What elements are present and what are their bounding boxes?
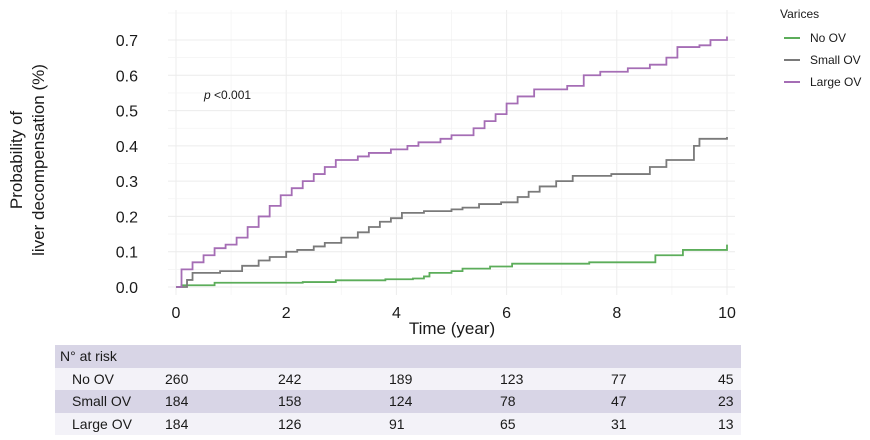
risk-cell: 65: [500, 412, 611, 435]
x-axis-label: Time (year): [409, 319, 495, 338]
risk-table: N° at risk No OV 260 242 189 123 77 45 S…: [55, 345, 741, 435]
curve-small-ov: [176, 137, 728, 288]
risk-cell: 123: [500, 367, 611, 390]
curve-large-ov: [176, 36, 728, 288]
risk-cell: 242: [278, 367, 389, 390]
y-tick-labels: 0.0 0.1 0.2 0.3 0.4 0.5 0.6 0.7: [116, 33, 138, 297]
risk-cell: 260: [165, 367, 278, 390]
risk-cell: 77: [611, 367, 718, 390]
risk-table-header: N° at risk: [55, 345, 741, 368]
legend-label-large-ov: Large OV: [810, 75, 861, 89]
survival-curves: [176, 36, 728, 288]
risk-cell: 31: [611, 412, 718, 435]
risk-row-small-ov: Small OV 184 158 124 78 47 23: [55, 390, 741, 413]
legend-title: Varices: [780, 7, 819, 21]
p-value-text: <0.001: [211, 88, 252, 102]
grid-lines: [168, 10, 735, 295]
risk-cell: 189: [389, 367, 500, 390]
y-tick-label: 0.4: [116, 139, 138, 156]
km-chart: 0.0 0.1 0.2 0.3 0.4 0.5 0.6 0.7 0 2 4 6 8 10 Probabi…: [7, 7, 861, 338]
y-tick-label: 0.1: [116, 245, 138, 262]
risk-cell: 23: [718, 390, 741, 413]
risk-cell: 13: [718, 412, 741, 435]
p-italic: p: [203, 88, 211, 102]
risk-cell: 78: [500, 390, 611, 413]
y-axis-label-line2: liver decompensation (%): [29, 64, 48, 256]
risk-row-large-ov: Large OV 184 126 91 65 31 13: [55, 412, 741, 435]
x-tick-label: 8: [612, 305, 621, 322]
x-tick-label: 10: [718, 305, 736, 322]
y-tick-label: 0.3: [116, 174, 138, 191]
legend-label-no-ov: No OV: [810, 31, 846, 45]
x-tick-label: 4: [392, 305, 401, 322]
risk-cell: 47: [611, 390, 718, 413]
risk-row-label: Small OV: [55, 390, 165, 413]
risk-row-label: Large OV: [55, 412, 165, 435]
risk-cell: 45: [718, 367, 741, 390]
risk-row-no-ov: No OV 260 242 189 123 77 45: [55, 367, 741, 390]
risk-cell: 184: [165, 390, 278, 413]
risk-cell: 124: [389, 390, 500, 413]
risk-row-label: No OV: [55, 367, 165, 390]
legend: Varices No OV Small OV Large OV: [780, 7, 861, 89]
x-tick-label: 6: [502, 305, 511, 322]
x-tick-labels: 0 2 4 6 8 10: [172, 305, 736, 322]
y-axis-label-line1: Probability of: [7, 111, 26, 210]
risk-table-title: N° at risk: [55, 345, 741, 368]
p-value-annotation: p <0.001: [203, 88, 251, 102]
curve-no-ov: [176, 244, 728, 288]
legend-label-small-ov: Small OV: [810, 53, 861, 67]
x-tick-label: 2: [282, 305, 291, 322]
y-tick-label: 0.2: [116, 209, 138, 226]
risk-cell: 91: [389, 412, 500, 435]
risk-cell: 158: [278, 390, 389, 413]
risk-cell: 184: [165, 412, 278, 435]
risk-cell: 126: [278, 412, 389, 435]
y-tick-label: 0.7: [116, 33, 138, 50]
y-tick-label: 0.0: [116, 280, 138, 297]
y-tick-label: 0.5: [116, 104, 138, 121]
x-tick-label: 0: [172, 305, 181, 322]
y-tick-label: 0.6: [116, 68, 138, 85]
